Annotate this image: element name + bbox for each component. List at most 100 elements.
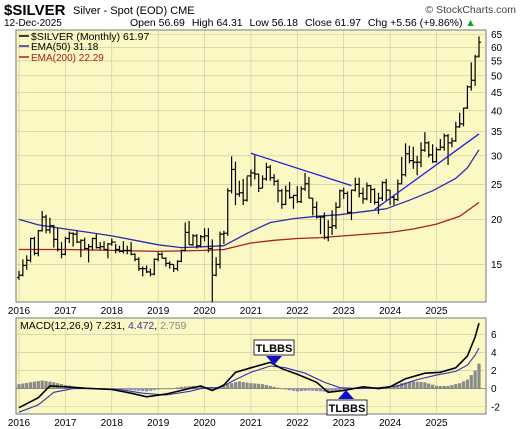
down-arrow-icon xyxy=(266,356,282,365)
ohlc-bar xyxy=(175,260,180,271)
histogram-bar xyxy=(284,388,288,390)
ohlc-bar xyxy=(333,202,338,230)
year-tick-label: 2017 xyxy=(54,418,77,429)
macd-tick-label: 0 xyxy=(491,384,497,395)
ohlc-bar xyxy=(368,185,373,204)
ohlc-bar xyxy=(283,185,288,206)
price-tick-label: 65 xyxy=(491,30,503,41)
histogram-bar xyxy=(400,383,404,389)
histogram-bar xyxy=(427,383,431,389)
ohlc-bar xyxy=(102,241,107,251)
year-tick-label: 2022 xyxy=(286,306,309,317)
annotation-top: TLBBS xyxy=(253,339,295,365)
watermark: © StockCharts.com xyxy=(425,4,516,16)
histogram-bar xyxy=(287,388,292,391)
histogram-bar xyxy=(264,385,268,389)
histogram-bar xyxy=(222,385,226,389)
ohlc-bar xyxy=(59,242,64,259)
year-tick-label: 2023 xyxy=(333,306,356,317)
ohlc-bar xyxy=(264,162,269,181)
ohlc-bar xyxy=(32,236,37,256)
price-axis: 15 20 25 30 35 40 45 50 55 60 65 xyxy=(491,30,503,271)
histogram-bar xyxy=(458,383,462,389)
ohlc-bar xyxy=(415,155,420,176)
histogram-bar xyxy=(237,381,241,389)
ohlc-bar xyxy=(156,252,161,262)
macd-legend-title: MACD(12,26,9) xyxy=(20,320,93,332)
ohlc-bar xyxy=(322,212,327,240)
ohlc-bar xyxy=(36,229,41,257)
ohlc-bar xyxy=(187,220,192,246)
ohlc-bar xyxy=(198,234,203,248)
annotation-top-label: TLBBS xyxy=(256,343,293,355)
ohlc-bar xyxy=(109,238,114,246)
ohlc-bar xyxy=(129,242,134,256)
annotation-bottom-box xyxy=(326,399,368,416)
histogram-bar xyxy=(183,386,187,389)
ohlc-bar xyxy=(63,236,68,256)
macd-tick-label: 6 xyxy=(491,330,497,341)
histogram-bar xyxy=(384,388,388,389)
ohlc-bar xyxy=(163,257,168,267)
histogram-bar xyxy=(318,388,323,392)
histogram-bar xyxy=(152,388,156,391)
ohlc-bar xyxy=(337,189,342,208)
ohlc-bar xyxy=(461,107,466,127)
histogram-bar xyxy=(434,385,439,389)
histogram-bar xyxy=(446,385,450,389)
ohlc-bar xyxy=(248,169,253,187)
ohlc-bar xyxy=(422,132,427,152)
ohlc-bar xyxy=(376,192,381,214)
year-tick-label: 2016 xyxy=(8,418,31,429)
histogram-bar xyxy=(388,387,392,389)
ohlc-bar xyxy=(268,164,273,181)
histogram-bar xyxy=(469,375,473,389)
year-tick-label: 2018 xyxy=(101,418,124,429)
ohlc-bar xyxy=(372,188,377,205)
price-legend: $SILVER (Monthly) 61.97 EMA(50) 31.18 EM… xyxy=(19,31,149,64)
histogram-bar xyxy=(44,381,48,389)
ohlc-bar xyxy=(241,178,246,206)
year-tick-label: 2022 xyxy=(286,418,309,429)
ohlc-bar xyxy=(94,234,99,249)
histogram-bar xyxy=(415,381,419,389)
year-tick-label: 2019 xyxy=(147,306,170,317)
ohlc-bar xyxy=(233,161,238,206)
histogram-bar xyxy=(450,385,454,389)
histogram-bar xyxy=(299,388,303,392)
ohlc-bar xyxy=(136,257,141,271)
ohlc-bar xyxy=(183,222,188,252)
histogram-bar xyxy=(411,381,415,389)
histogram-bar xyxy=(438,385,442,389)
ohlc-bar xyxy=(430,144,435,163)
histogram-bar xyxy=(199,386,203,389)
histogram-bar xyxy=(303,388,307,391)
price-tick-label: 20 xyxy=(491,215,503,226)
ohlc-bar xyxy=(364,182,369,201)
ohlc-bar xyxy=(55,228,60,252)
year-tick-label: 2021 xyxy=(240,418,263,429)
ohlc-bar xyxy=(74,230,79,243)
ohlc-bar xyxy=(310,197,315,216)
ohlc-bar xyxy=(113,241,118,254)
histogram-bar xyxy=(241,382,245,389)
ohlc-bar xyxy=(237,180,242,197)
histogram-bar xyxy=(141,388,145,392)
price-tick-label: 55 xyxy=(491,56,503,67)
histogram-bar xyxy=(338,388,342,392)
histogram-bar xyxy=(164,388,168,390)
ohlc-bar xyxy=(202,228,207,242)
year-tick-label: 2021 xyxy=(240,306,263,317)
ohlc-bar xyxy=(403,143,408,177)
ohlc-bar xyxy=(98,242,103,250)
ohlc-bar xyxy=(82,237,87,250)
ema200-line xyxy=(19,201,480,253)
histogram-bar xyxy=(210,388,214,390)
year-tick-label: 2024 xyxy=(379,306,402,317)
ohlc-bar xyxy=(399,156,404,185)
trendlines xyxy=(250,133,480,211)
ohlc-bar xyxy=(206,228,211,253)
price-tick-label: 15 xyxy=(491,260,503,271)
histogram-bar xyxy=(32,381,37,389)
year-tick-label: 2019 xyxy=(147,418,170,429)
